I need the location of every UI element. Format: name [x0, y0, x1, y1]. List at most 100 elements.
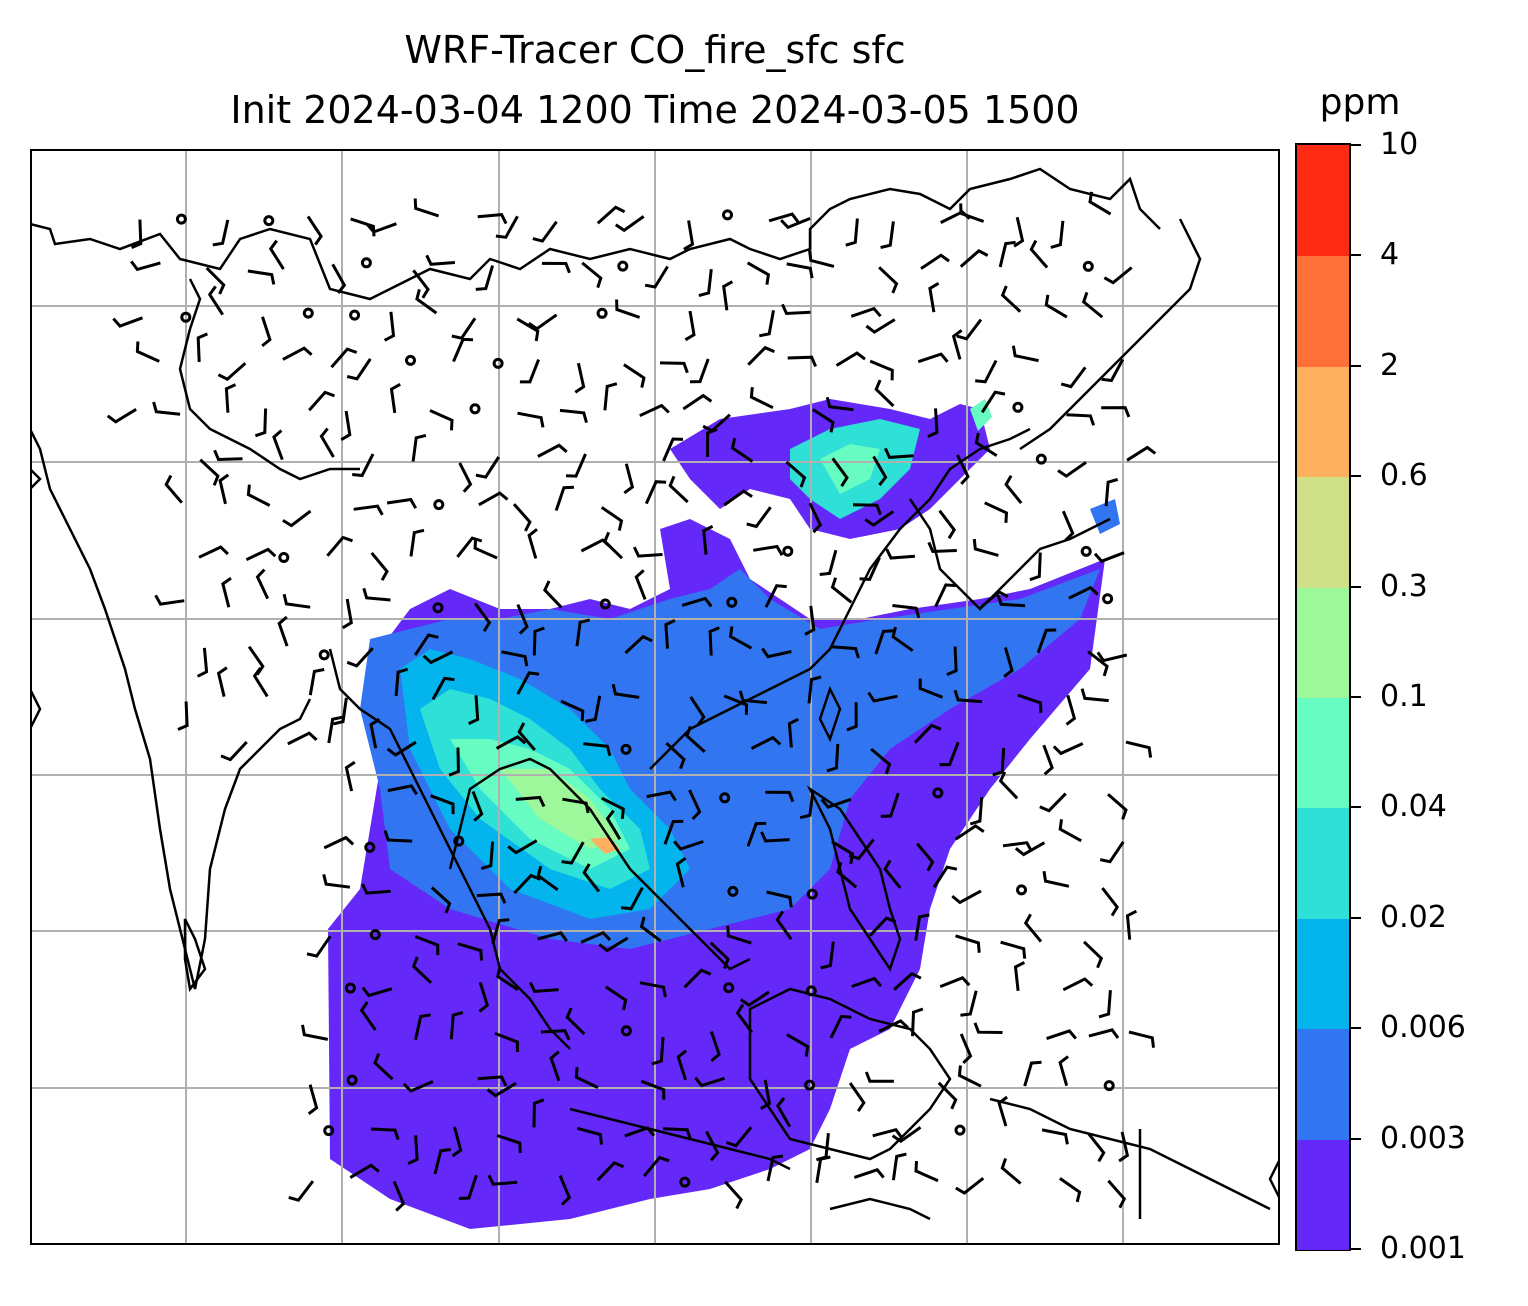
wind-barb	[1096, 651, 1128, 663]
wind-barb	[323, 835, 355, 850]
wind-barb	[540, 1029, 571, 1041]
wind-barb	[1065, 694, 1077, 726]
wind-barb	[639, 403, 670, 418]
wind-barb	[878, 266, 899, 294]
colorbar-segment	[1297, 586, 1349, 698]
wind-barb	[603, 531, 624, 560]
wind-barb	[106, 408, 137, 424]
wind-barb	[615, 299, 641, 319]
wind-barb	[689, 358, 710, 384]
wind-barb	[541, 261, 571, 274]
wind-barb	[765, 790, 795, 803]
wind-barb	[953, 689, 983, 704]
wind-barb	[1107, 1179, 1127, 1209]
wind-barb	[829, 1014, 852, 1039]
wind-barb	[475, 265, 495, 291]
wind-barb	[486, 1081, 517, 1098]
wind-barb	[604, 985, 628, 1011]
plume-level-004-north	[820, 444, 880, 494]
wind-barb	[868, 916, 897, 937]
wind-barb	[308, 668, 325, 696]
colorbar	[1295, 143, 1351, 1251]
wind-barb	[562, 797, 590, 814]
colorbar-segment	[1297, 917, 1349, 1030]
wind-barb	[646, 790, 677, 802]
wind-barb	[558, 1174, 572, 1206]
wind-barb	[624, 634, 653, 655]
calm-wind-marker	[599, 598, 611, 610]
wind-barb	[766, 1154, 784, 1182]
calm-wind-marker	[805, 985, 817, 997]
wind-barb	[581, 261, 603, 289]
wind-barb	[605, 809, 622, 840]
wind-barb	[836, 861, 858, 889]
wind-barb	[600, 506, 624, 531]
wind-barb	[683, 220, 695, 251]
colorbar-tick-label: 4	[1380, 237, 1400, 273]
wind-barb	[216, 666, 228, 697]
co-concentration-field	[328, 399, 1120, 1229]
wind-barb	[130, 260, 161, 272]
wind-barb	[880, 221, 895, 250]
wind-barb	[576, 1126, 603, 1145]
wind-barb	[623, 463, 635, 495]
calm-wind-marker	[1012, 401, 1024, 413]
wind-barb	[917, 352, 949, 364]
wind-barb	[516, 604, 529, 635]
wind-barb	[959, 1033, 973, 1064]
wind-barb	[306, 935, 332, 958]
wind-barb	[516, 317, 540, 342]
wind-barb	[851, 976, 883, 988]
wind-barb	[394, 667, 409, 697]
calm-wind-marker	[318, 649, 330, 661]
wind-barb	[536, 865, 559, 892]
wind-barb	[1002, 841, 1033, 853]
calm-wind-marker	[349, 309, 361, 321]
calm-wind-marker	[782, 545, 794, 557]
wind-barb	[634, 569, 647, 600]
wind-barb	[749, 386, 774, 410]
calm-wind-marker	[1103, 1080, 1115, 1092]
wind-barb	[1088, 1028, 1120, 1039]
wind-barb	[1066, 413, 1096, 426]
wind-barb	[306, 215, 323, 246]
wind-barb	[807, 675, 822, 704]
wind-barb	[872, 455, 888, 487]
wind-barb	[815, 1155, 831, 1184]
wind-barb	[939, 976, 971, 988]
wind-barb	[956, 454, 970, 485]
calm-wind-marker	[302, 307, 314, 319]
wind-barb	[694, 1076, 725, 1088]
wind-barb	[1046, 1029, 1077, 1041]
wind-barb	[252, 667, 269, 698]
wind-barb	[611, 683, 640, 699]
wind-barb	[477, 1075, 508, 1087]
wind-barb	[760, 1079, 772, 1110]
wind-barb	[1128, 1030, 1155, 1048]
wind-barb	[668, 475, 689, 504]
wind-barb	[1050, 220, 1065, 249]
wind-barb	[685, 725, 706, 754]
wind-barb	[413, 633, 439, 656]
wind-barb	[960, 990, 978, 1017]
wind-barb	[820, 941, 835, 970]
wind-barb	[997, 1095, 1009, 1127]
wind-barb	[1101, 887, 1120, 917]
wind-barb	[282, 346, 313, 361]
wind-barb	[326, 535, 353, 557]
wind-barb	[532, 1098, 545, 1128]
wind-barb	[512, 503, 532, 532]
wind-barb	[689, 696, 706, 726]
wind-barb	[1013, 961, 1026, 991]
wind-barb	[870, 747, 892, 775]
wind-barb	[496, 966, 519, 992]
wind-barb	[412, 269, 430, 299]
wind-barb	[246, 484, 271, 507]
wind-barb	[640, 1079, 666, 1100]
wind-barb	[549, 1050, 561, 1082]
map-canvas	[30, 149, 1280, 1245]
wind-barb	[322, 874, 351, 889]
wind-barb	[846, 702, 858, 732]
map-panel[interactable]	[30, 149, 1280, 1245]
wind-barb	[402, 1080, 434, 1093]
